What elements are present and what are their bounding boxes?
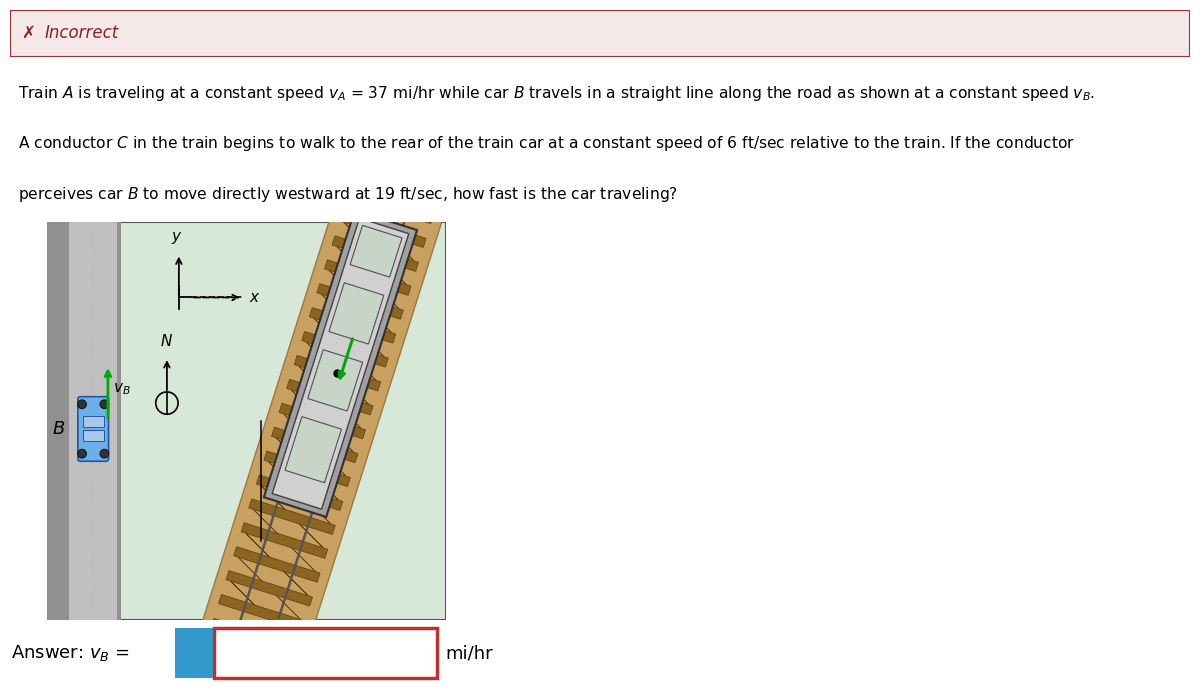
- Polygon shape: [283, 414, 346, 476]
- Circle shape: [78, 400, 86, 409]
- Text: $y$: $y$: [172, 231, 182, 247]
- Text: Incorrect: Incorrect: [46, 24, 119, 42]
- Text: i: i: [191, 644, 197, 662]
- Polygon shape: [337, 247, 398, 308]
- Polygon shape: [218, 595, 305, 630]
- Polygon shape: [317, 283, 403, 319]
- Polygon shape: [292, 390, 353, 452]
- Circle shape: [100, 449, 109, 458]
- FancyBboxPatch shape: [214, 628, 437, 678]
- FancyBboxPatch shape: [78, 396, 108, 462]
- Polygon shape: [271, 427, 358, 463]
- Text: Answer: $v_B$ =: Answer: $v_B$ =: [11, 643, 130, 663]
- Text: $v_B$: $v_B$: [113, 381, 131, 397]
- FancyBboxPatch shape: [175, 629, 212, 678]
- Polygon shape: [272, 218, 409, 509]
- Text: A conductor $C$ in the train begins to walk to the rear of the train car at a co: A conductor $C$ in the train begins to w…: [18, 134, 1075, 153]
- Polygon shape: [294, 356, 380, 391]
- Polygon shape: [347, 188, 433, 224]
- Polygon shape: [322, 295, 384, 356]
- Bar: [118, 222, 121, 620]
- Polygon shape: [196, 166, 449, 676]
- Text: mi/hr: mi/hr: [445, 644, 493, 662]
- Polygon shape: [280, 403, 366, 439]
- Bar: [83, 416, 103, 427]
- Polygon shape: [246, 534, 308, 595]
- Polygon shape: [306, 342, 368, 404]
- Polygon shape: [352, 199, 414, 261]
- Polygon shape: [284, 416, 342, 483]
- Polygon shape: [301, 331, 389, 367]
- Circle shape: [78, 449, 86, 458]
- Text: $A$: $A$: [360, 288, 372, 304]
- Polygon shape: [264, 451, 350, 486]
- Polygon shape: [262, 486, 323, 547]
- Text: $B$: $B$: [52, 420, 65, 438]
- Bar: [70, 222, 118, 620]
- Text: $x$: $x$: [248, 290, 260, 305]
- Text: $\theta$: $\theta$: [266, 472, 278, 490]
- Polygon shape: [340, 212, 426, 247]
- Polygon shape: [332, 236, 419, 272]
- Polygon shape: [344, 222, 407, 285]
- Polygon shape: [350, 225, 402, 277]
- Text: Train $A$ is traveling at a constant speed $v_A$ = 37 mi/hr while car $B$ travel: Train $A$ is traveling at a constant spe…: [18, 84, 1096, 103]
- Circle shape: [100, 400, 109, 409]
- Polygon shape: [248, 499, 335, 534]
- Polygon shape: [234, 547, 320, 582]
- Polygon shape: [257, 475, 343, 511]
- Polygon shape: [276, 438, 338, 500]
- Text: $C$: $C$: [359, 359, 372, 375]
- Text: ✗: ✗: [22, 24, 35, 42]
- Polygon shape: [287, 379, 373, 415]
- Text: perceives car $B$ to move directly westward at 19 ft/sec, how fast is the car tr: perceives car $B$ to move directly westw…: [18, 185, 678, 204]
- Polygon shape: [307, 350, 362, 411]
- Polygon shape: [241, 523, 328, 559]
- Polygon shape: [299, 366, 361, 428]
- Polygon shape: [324, 260, 410, 295]
- Text: $v_A$: $v_A$: [376, 232, 394, 247]
- Bar: [83, 430, 103, 441]
- Polygon shape: [211, 618, 298, 654]
- Polygon shape: [230, 581, 293, 643]
- Polygon shape: [329, 270, 391, 333]
- Polygon shape: [269, 462, 330, 524]
- Polygon shape: [310, 308, 396, 343]
- Polygon shape: [253, 509, 316, 572]
- Polygon shape: [329, 283, 384, 344]
- FancyBboxPatch shape: [10, 10, 1190, 57]
- Text: $N$: $N$: [161, 333, 174, 349]
- Bar: [47, 222, 70, 620]
- Polygon shape: [264, 210, 418, 517]
- Polygon shape: [239, 557, 300, 620]
- Polygon shape: [314, 318, 376, 380]
- Polygon shape: [226, 570, 312, 606]
- Text: 35.37: 35.37: [229, 644, 281, 662]
